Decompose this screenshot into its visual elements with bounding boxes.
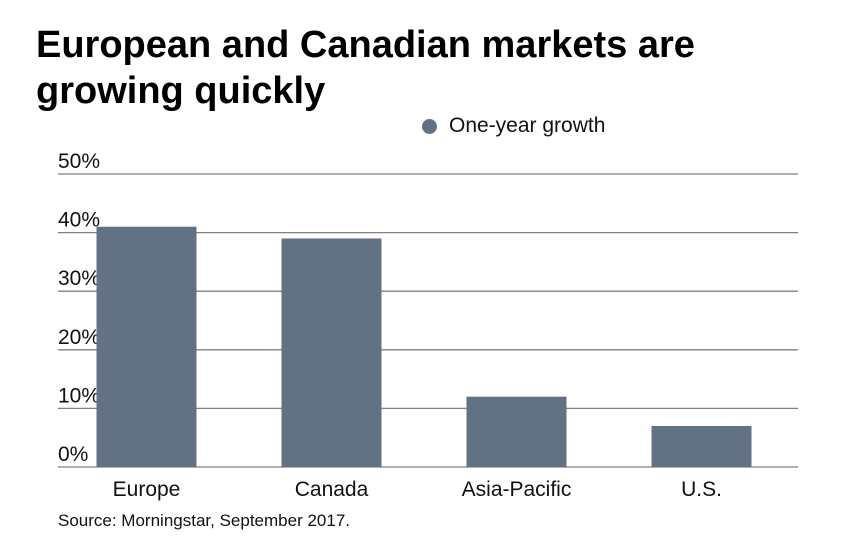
bar-u-s- [651,425,752,467]
x-tick-label: Canada [295,478,369,501]
legend-swatch-icon [422,118,437,134]
x-tick-label: Asia-Pacific [462,478,572,501]
chart-title: European and Canadian markets are growin… [36,24,695,112]
legend: One-year growth [422,114,605,138]
legend-label: One-year growth [449,114,606,137]
bar-canada [281,238,382,467]
bar-europe [96,226,197,467]
y-tick-label: 30% [58,267,100,290]
x-tick-label: U.S. [681,478,722,501]
x-tick-label: Europe [113,478,181,501]
source-note: Source: Morningstar, September 2017. [58,511,350,530]
y-tick-label: 0% [58,443,88,466]
bar-asia-pacific [466,396,567,467]
y-tick-label: 20% [58,326,100,349]
y-tick-label: 40% [58,209,100,232]
y-tick-label: 10% [58,384,100,407]
y-tick-label: 50% [58,150,100,173]
